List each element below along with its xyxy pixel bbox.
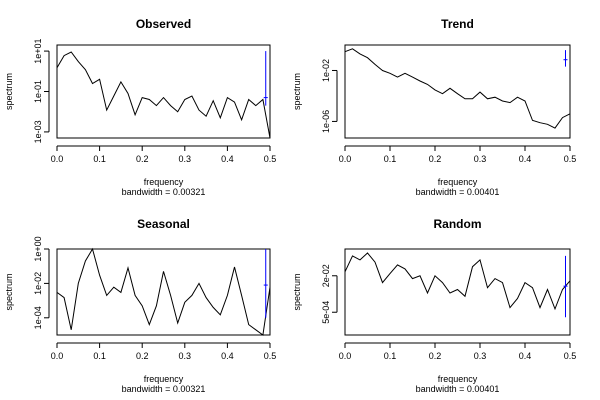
x-tick-label: 0.1: [384, 351, 397, 361]
x-tick-label: 0.0: [339, 154, 352, 164]
x-tick-label: 0.2: [136, 351, 149, 361]
x-tick-label: 0.2: [429, 154, 442, 164]
panel-title: Seasonal: [137, 217, 190, 231]
spectrum-line: [56, 247, 271, 336]
bandwidth-label: bandwidth = 0.00321: [122, 187, 206, 197]
x-tick-label: 0.5: [564, 351, 577, 361]
y-tick-label: 1e-06: [321, 110, 331, 133]
panel-seasonal: Seasonal frequency bandwidth = 0.00321 s…: [4, 217, 276, 394]
x-tick-label: 0.0: [51, 154, 64, 164]
y-tick-label: 1e-02: [321, 59, 331, 82]
spectrum-line: [344, 48, 571, 129]
x-tick-label: 0.4: [519, 351, 532, 361]
x-axis-label: frequency: [144, 177, 184, 187]
plot-frame: [344, 248, 571, 336]
x-tick-label: 0.0: [339, 351, 352, 361]
y-axis-label: spectrum: [292, 273, 302, 310]
panel-trend: Trend frequency bandwidth = 0.00401 spec…: [292, 17, 576, 197]
y-tick-label: 1e-04: [33, 306, 43, 329]
x-tick-label: 0.5: [264, 351, 277, 361]
y-tick-label: 1e-01: [33, 80, 43, 103]
panel-title: Trend: [441, 17, 474, 31]
y-tick-label: 1e+01: [33, 38, 43, 63]
spectrum-line: [56, 51, 271, 139]
x-tick-label: 0.5: [564, 154, 577, 164]
y-tick-label: 5e-04: [321, 301, 331, 324]
plot-frame: [56, 248, 271, 336]
x-tick-label: 0.3: [474, 154, 487, 164]
plot-frame: [344, 44, 571, 139]
x-tick-label: 0.4: [221, 351, 234, 361]
spectrum-line: [344, 252, 571, 311]
bandwidth-label: bandwidth = 0.00401: [416, 384, 500, 394]
x-tick-label: 0.4: [519, 154, 532, 164]
y-tick-label: 2e-02: [321, 264, 331, 287]
x-tick-label: 0.3: [179, 154, 192, 164]
x-axis-label: frequency: [144, 374, 184, 384]
x-axis-label: frequency: [438, 374, 478, 384]
bandwidth-label: bandwidth = 0.00401: [416, 187, 500, 197]
x-tick-label: 0.1: [93, 154, 106, 164]
panel-observed: Observed frequency bandwidth = 0.00321 s…: [4, 17, 276, 197]
x-tick-label: 0.4: [221, 154, 234, 164]
y-axis-label: spectrum: [4, 73, 14, 110]
x-tick-label: 0.3: [179, 351, 192, 361]
plot-frame: [56, 44, 271, 139]
y-axis-label: spectrum: [4, 273, 14, 310]
x-axis-label: frequency: [438, 177, 478, 187]
y-tick-label: 1e-02: [33, 272, 43, 295]
x-tick-label: 0.1: [384, 154, 397, 164]
bandwidth-label: bandwidth = 0.00321: [122, 384, 206, 394]
panel-title: Observed: [136, 17, 191, 31]
x-tick-label: 0.2: [429, 351, 442, 361]
panel-random: Random frequency bandwidth = 0.00401 spe…: [292, 217, 576, 394]
x-tick-label: 0.2: [136, 154, 149, 164]
x-tick-label: 0.3: [474, 351, 487, 361]
x-tick-label: 0.0: [51, 351, 64, 361]
y-tick-label: 1e-03: [33, 120, 43, 143]
y-tick-label: 1e+00: [33, 236, 43, 261]
x-tick-label: 0.5: [264, 154, 277, 164]
y-axis-label: spectrum: [292, 73, 302, 110]
panel-title: Random: [434, 217, 482, 231]
x-tick-label: 0.1: [93, 351, 106, 361]
